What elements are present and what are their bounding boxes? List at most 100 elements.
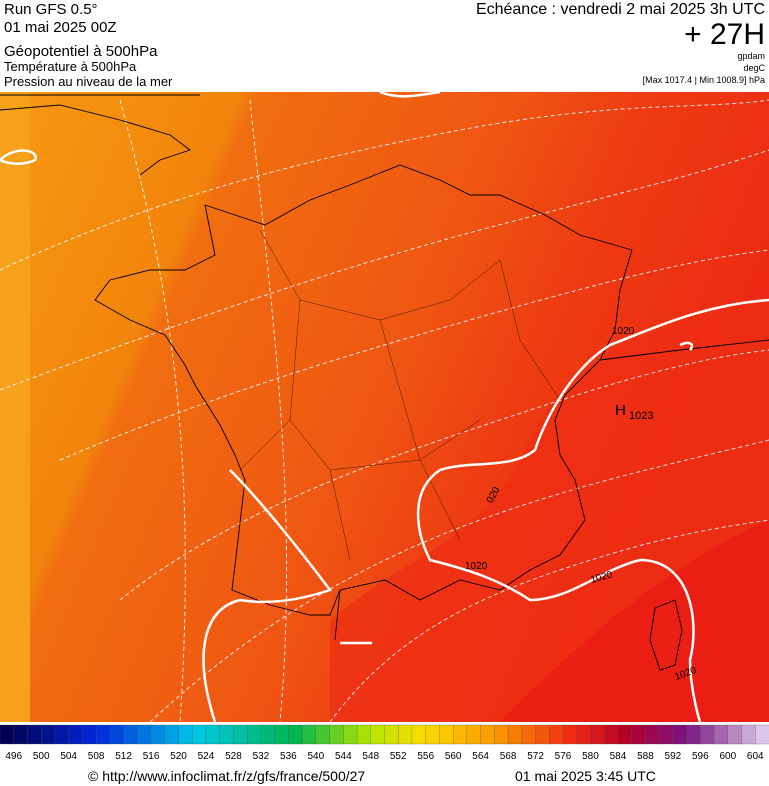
colorbar-swatch <box>205 724 221 745</box>
lead-time: + 27H <box>684 18 765 51</box>
colorbar-tick-label: 600 <box>719 751 736 762</box>
header: Run GFS 0.5° 01 mai 2025 00Z Géopotentie… <box>4 1 766 89</box>
field: Température à 500hPa <box>4 59 137 74</box>
colorbar-swatch <box>95 724 111 745</box>
colorbar-swatch <box>247 724 262 745</box>
colorbar-swatch <box>82 724 97 745</box>
colorbar-swatch <box>54 724 70 745</box>
field: Géopotentiel à 500hPa <box>4 43 158 60</box>
colorbar-swatch <box>398 724 413 745</box>
colorbar-swatch <box>686 724 701 745</box>
colorbar-tick-label: 576 <box>555 751 572 762</box>
colorbar-swatch <box>329 724 344 745</box>
colorbar-swatch <box>700 724 715 745</box>
colorbar-swatch <box>713 724 729 745</box>
colorbar-swatch <box>356 724 372 745</box>
unit: gpdam <box>737 51 765 61</box>
colorbar-swatch <box>494 724 509 745</box>
colorbar-tick-label: 548 <box>362 751 379 762</box>
colorbar-tick-label: 556 <box>417 751 434 762</box>
issued: 01 mai 2025 3:45 UTC <box>515 768 656 784</box>
colorbar-swatch <box>274 724 289 745</box>
colorbar-tick-label: 516 <box>143 751 160 762</box>
colorbar-tick-label: 500 <box>33 751 50 762</box>
colorbar-swatch <box>727 724 742 745</box>
colorbar-swatch <box>41 724 56 745</box>
colorbar-swatch <box>164 724 179 745</box>
colorbar-swatch <box>315 724 331 745</box>
isobar-label: 1020 <box>465 561 488 572</box>
high-value: 1023 <box>629 410 653 422</box>
source: © http://www.infoclimat.fr/z/gfs/france/… <box>88 768 365 784</box>
colorbar-swatch <box>137 724 152 745</box>
colorbar-swatch <box>535 724 550 745</box>
colorbar-swatch <box>260 724 276 745</box>
colorbar-swatch <box>617 724 633 745</box>
colorbar-swatch <box>672 724 688 745</box>
colorbar-swatch <box>590 724 605 745</box>
isobar-labels: 1020 020 1020 1020 1020 <box>465 326 698 683</box>
colorbar-swatch <box>741 724 756 745</box>
colorbar-swatch <box>68 724 83 745</box>
colorbar-swatch <box>507 724 523 745</box>
colorbar-tick-label: 524 <box>198 751 215 762</box>
colorbar-tick-label: 604 <box>747 751 764 762</box>
colorbar-swatch <box>755 724 769 745</box>
field-band <box>0 92 30 722</box>
colorbar-swatch <box>453 724 468 745</box>
colorbar-swatch <box>192 724 207 745</box>
colorbar: 496 500 504 508 512 516 520 524 528 532 536 540 544 5… <box>0 724 769 762</box>
temperature-contours <box>0 99 769 722</box>
colorbar-swatch <box>645 724 660 745</box>
colorbar-tick-label: 592 <box>665 751 682 762</box>
colorbar-swatch <box>411 724 427 745</box>
colorbar-tick-label: 528 <box>225 751 242 762</box>
colorbar-swatch <box>150 724 166 745</box>
colorbar-tick-label: 568 <box>500 751 517 762</box>
coastlines <box>0 94 769 671</box>
valid-time: Echéance : vendredi 2 mai 2025 3h UTC <box>476 1 765 18</box>
colorbar-tick-label: 588 <box>637 751 654 762</box>
run: Run GFS 0.5° <box>4 1 98 18</box>
colorbar-swatch <box>604 724 619 745</box>
colorbar-tick-label: 544 <box>335 751 352 762</box>
colorbar-tick-label: 580 <box>582 751 599 762</box>
colorbar-tick-label: 536 <box>280 751 297 762</box>
colorbar-swatch <box>576 724 591 745</box>
map: 1020 020 1020 1020 1020 H 1023 <box>0 92 769 722</box>
colorbar-swatch <box>521 724 537 745</box>
colorbar-tick-label: 512 <box>115 751 132 762</box>
field: Pression au niveau de la mer <box>4 74 173 89</box>
colorbar-swatch <box>123 724 138 745</box>
isobars <box>0 92 769 722</box>
colorbar-tick-label: 508 <box>88 751 105 762</box>
colorbar-swatch <box>27 724 42 745</box>
run-date: 01 mai 2025 00Z <box>4 19 117 36</box>
colorbar-swatch <box>343 724 358 745</box>
colorbar-tick-label: 504 <box>60 751 77 762</box>
colorbar-swatch <box>631 724 646 745</box>
colorbar-swatch <box>384 724 399 745</box>
colorbar-swatch <box>425 724 440 745</box>
colorbar-tick-label: 596 <box>692 751 709 762</box>
colorbar-swatch <box>480 724 495 745</box>
colorbar-swatch <box>549 724 564 745</box>
colorbar-tick-label: 564 <box>472 751 489 762</box>
region-borders <box>239 229 561 561</box>
colorbar-swatch <box>288 724 303 745</box>
colorbar-tick-label: 552 <box>390 751 407 762</box>
colorbar-tick-label: 540 <box>307 751 324 762</box>
colorbar-tick-label: 572 <box>527 751 544 762</box>
colorbar-tick-label: 560 <box>445 751 462 762</box>
colorbar-swatch <box>370 724 385 745</box>
unit: degC <box>743 63 765 73</box>
colorbar-swatch <box>178 724 193 745</box>
extremes: [Max 1017.4 | Min 1008.9] hPa <box>643 75 765 85</box>
colorbar-swatch <box>658 724 674 745</box>
colorbar-swatch <box>219 724 234 745</box>
colorbar-swatch <box>109 724 125 745</box>
colorbar-swatch <box>301 724 317 745</box>
colorbar-swatch <box>466 724 482 745</box>
colorbar-tick-label: 584 <box>610 751 627 762</box>
